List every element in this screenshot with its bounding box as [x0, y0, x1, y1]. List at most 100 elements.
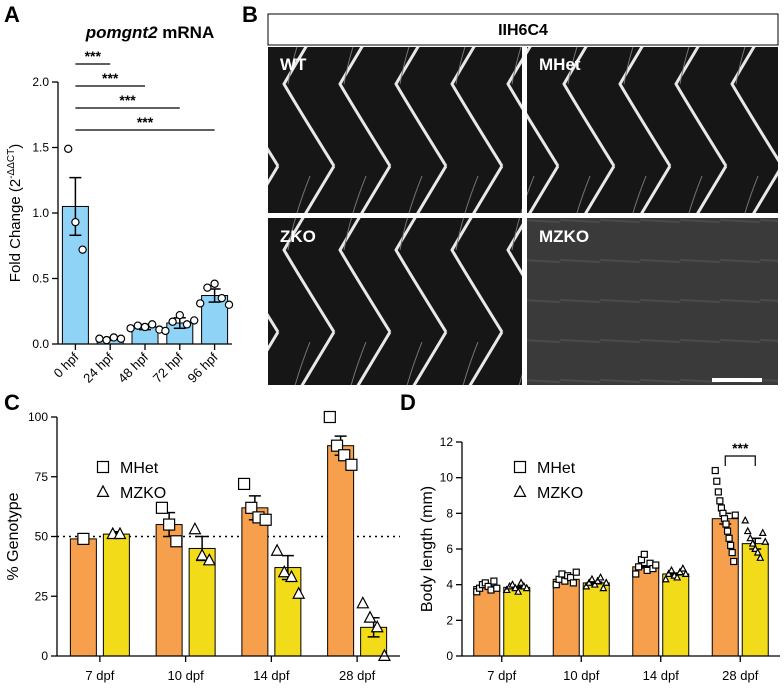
- x-tick-label: 72 hpf: [150, 349, 186, 385]
- data-point: [102, 335, 111, 345]
- data-point: [727, 541, 735, 550]
- data-point: [640, 550, 648, 558]
- data-point: [725, 534, 733, 542]
- data-point: [147, 320, 157, 329]
- data-point: [678, 564, 687, 572]
- y-tick-label: 8: [446, 506, 453, 520]
- x-tick-label: 48 hpf: [115, 349, 151, 385]
- y-tick-label: 25: [35, 589, 49, 603]
- bar: [69, 538, 97, 657]
- data-point: [323, 410, 336, 424]
- x-tick-label: 14 dpf: [643, 668, 680, 683]
- data-point: [746, 533, 755, 542]
- data-point: [210, 279, 219, 288]
- data-point: [163, 518, 176, 531]
- data-point: [78, 245, 87, 254]
- legend-label: MHet: [537, 460, 576, 477]
- data-point: [508, 580, 517, 588]
- significance-label: ***: [137, 114, 154, 130]
- data-point: [513, 484, 527, 497]
- data-point: [277, 565, 291, 578]
- data-point: [161, 326, 170, 336]
- data-point: [511, 583, 520, 592]
- data-point: [743, 526, 752, 535]
- data-point: [245, 501, 258, 514]
- legend-label: MZKO: [120, 485, 166, 502]
- data-point: [490, 577, 498, 585]
- data-point: [582, 581, 591, 590]
- data-point: [714, 488, 722, 496]
- data-point: [195, 299, 205, 308]
- data-point: [140, 322, 150, 332]
- data-point: [284, 569, 298, 583]
- data-point: [195, 548, 209, 561]
- micrograph: [268, 218, 522, 385]
- y-tick-label: 2: [446, 613, 453, 627]
- data-point: [217, 293, 226, 303]
- data-point: [673, 572, 682, 581]
- data-point: [356, 596, 370, 609]
- bar: [102, 533, 130, 657]
- data-point: [203, 283, 212, 292]
- y-tick-label: 10: [440, 471, 454, 485]
- bar: [327, 445, 355, 657]
- significance-bracket: [724, 455, 756, 466]
- data-point: [676, 567, 685, 576]
- data-point: [370, 619, 384, 633]
- data-point: [170, 535, 183, 548]
- y-tick-label: 4: [446, 578, 453, 592]
- data-point: [259, 513, 272, 526]
- data-point: [602, 578, 611, 586]
- data-point: [761, 537, 770, 545]
- legend-label: MZKO: [537, 485, 583, 502]
- data-point: [593, 576, 602, 585]
- data-point: [71, 217, 80, 227]
- y-label-end: ): [7, 144, 24, 149]
- data-point: [126, 324, 135, 333]
- data-point: [667, 565, 676, 574]
- image-title: IIH6C4: [498, 22, 548, 39]
- bar: [582, 582, 610, 657]
- image-label: ZKO: [280, 227, 316, 246]
- image-panel: IIH6C4 WT MHet ZKO MZKO: [267, 13, 779, 385]
- data-point: [133, 321, 142, 330]
- bar: [473, 585, 501, 657]
- data-point: [96, 460, 110, 474]
- y-tick-label: 0: [446, 649, 453, 663]
- x-tick-label: 10 dpf: [168, 668, 205, 683]
- panel-label: D: [400, 390, 416, 415]
- image-label: WT: [280, 55, 307, 74]
- x-tick-label: 0 hpf: [50, 349, 81, 380]
- bar: [741, 543, 769, 657]
- y-tick-label: 0: [41, 649, 48, 663]
- x-tick-label: 7 dpf: [85, 668, 114, 683]
- data-point: [168, 317, 177, 326]
- data-point: [587, 574, 596, 583]
- panel-label: B: [242, 2, 258, 27]
- data-point: [113, 526, 127, 540]
- data-point: [723, 527, 732, 535]
- data-point: [345, 458, 358, 471]
- data-point: [182, 320, 192, 329]
- data-point: [599, 583, 608, 592]
- data-point: [514, 587, 523, 595]
- data-point: [661, 574, 670, 583]
- y-tick-label: 12: [440, 435, 454, 449]
- data-point: [572, 568, 580, 576]
- y-tick-label: 1.0: [32, 206, 49, 220]
- data-point: [652, 561, 660, 569]
- data-point: [175, 310, 184, 320]
- bar: [201, 295, 229, 345]
- scale-bar: [712, 378, 762, 382]
- y-tick-label: 50: [35, 530, 49, 544]
- y-label-sup: -ΔΔCT: [6, 149, 17, 179]
- chart-title: pomgnt2 mRNA: [85, 23, 214, 42]
- data-point: [202, 553, 216, 566]
- data-point: [63, 144, 73, 154]
- data-point: [377, 648, 391, 662]
- bar: [552, 578, 580, 657]
- y-tick-label: 0.5: [32, 272, 49, 286]
- y-tick-label: 100: [28, 410, 48, 424]
- data-point: [270, 543, 284, 556]
